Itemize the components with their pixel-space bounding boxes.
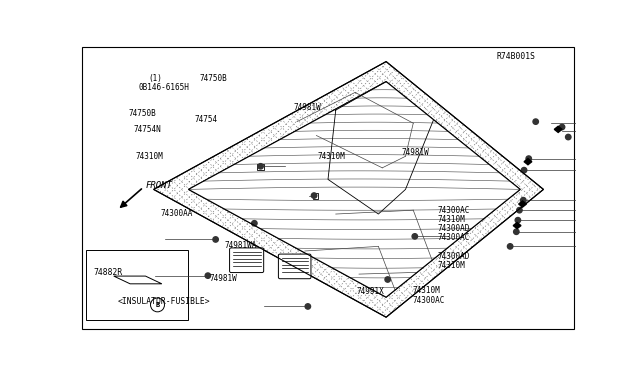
Text: 74300AA: 74300AA xyxy=(161,209,193,218)
Text: 74300AC: 74300AC xyxy=(437,206,470,215)
Circle shape xyxy=(522,167,527,173)
Text: 74310M: 74310M xyxy=(317,152,345,161)
Polygon shape xyxy=(554,126,562,132)
Circle shape xyxy=(412,234,417,239)
Bar xyxy=(312,193,318,199)
Polygon shape xyxy=(189,81,520,297)
Text: 74981W: 74981W xyxy=(401,148,429,157)
Text: 74300AC: 74300AC xyxy=(437,232,470,242)
Text: 74991X: 74991X xyxy=(356,287,385,296)
Polygon shape xyxy=(524,158,532,165)
Circle shape xyxy=(514,229,519,234)
Circle shape xyxy=(252,221,257,226)
Circle shape xyxy=(516,208,522,213)
Text: FRONT: FRONT xyxy=(146,181,173,190)
Bar xyxy=(86,250,188,320)
Text: 74981W: 74981W xyxy=(210,273,237,283)
Circle shape xyxy=(305,304,310,309)
Polygon shape xyxy=(189,81,520,297)
Text: 74754: 74754 xyxy=(194,115,217,124)
FancyBboxPatch shape xyxy=(230,248,264,273)
Circle shape xyxy=(520,198,526,203)
Text: 0B146-6165H: 0B146-6165H xyxy=(138,83,189,92)
Circle shape xyxy=(566,134,571,140)
Text: 74300AD: 74300AD xyxy=(437,224,470,233)
Text: <INSULATOR-FUSIBLE>: <INSULATOR-FUSIBLE> xyxy=(117,296,210,305)
Text: 74300AC: 74300AC xyxy=(412,296,445,305)
Circle shape xyxy=(559,124,564,130)
Polygon shape xyxy=(154,62,543,317)
Text: 74750B: 74750B xyxy=(199,74,227,83)
Circle shape xyxy=(150,298,164,312)
Circle shape xyxy=(311,193,317,198)
Text: 74310M: 74310M xyxy=(136,153,163,161)
Text: 74882R: 74882R xyxy=(94,268,123,277)
Text: 74981W: 74981W xyxy=(293,103,321,112)
Polygon shape xyxy=(518,201,527,207)
Text: (1): (1) xyxy=(148,74,163,83)
Text: B: B xyxy=(156,302,159,308)
Circle shape xyxy=(533,119,538,124)
Circle shape xyxy=(526,156,531,161)
Circle shape xyxy=(385,277,390,282)
Polygon shape xyxy=(513,222,521,229)
Circle shape xyxy=(515,218,520,223)
Circle shape xyxy=(508,244,513,249)
Text: R74B001S: R74B001S xyxy=(497,52,536,61)
Text: 74310M: 74310M xyxy=(412,286,440,295)
Circle shape xyxy=(213,237,218,242)
Text: 74754N: 74754N xyxy=(134,125,161,134)
FancyBboxPatch shape xyxy=(278,254,311,279)
Text: 74750B: 74750B xyxy=(129,109,156,118)
Bar xyxy=(257,164,264,170)
Text: 74300AD: 74300AD xyxy=(437,252,470,261)
Text: 74310M: 74310M xyxy=(437,261,465,270)
Text: 74981WA: 74981WA xyxy=(225,241,257,250)
Text: 74310M: 74310M xyxy=(437,215,465,224)
Circle shape xyxy=(205,273,211,278)
Circle shape xyxy=(258,164,263,169)
